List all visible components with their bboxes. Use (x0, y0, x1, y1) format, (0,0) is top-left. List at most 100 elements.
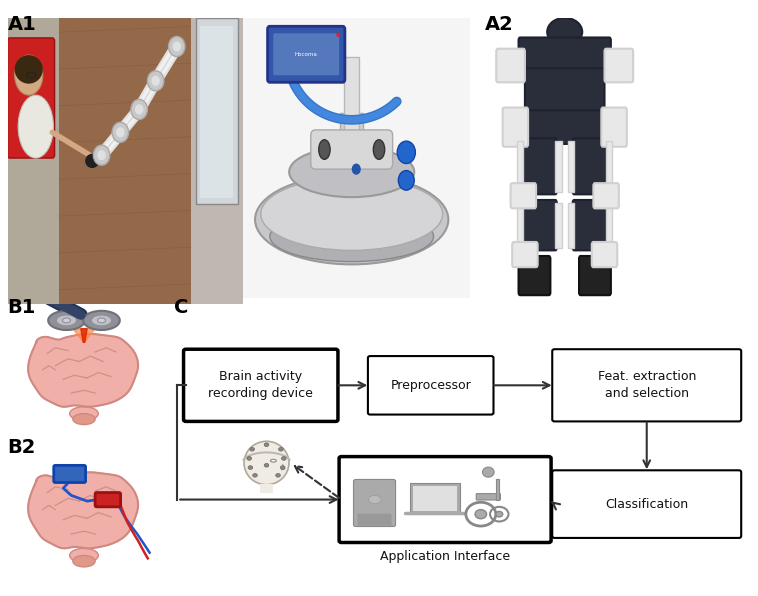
Ellipse shape (271, 460, 277, 462)
Circle shape (135, 104, 143, 114)
FancyBboxPatch shape (518, 256, 550, 295)
Bar (568, 141, 575, 191)
Bar (517, 141, 523, 191)
Circle shape (281, 457, 286, 460)
Ellipse shape (261, 178, 443, 250)
Circle shape (131, 100, 147, 119)
Circle shape (265, 443, 269, 446)
Circle shape (248, 465, 252, 470)
FancyBboxPatch shape (503, 107, 528, 147)
Ellipse shape (14, 55, 42, 83)
FancyBboxPatch shape (522, 200, 556, 250)
Ellipse shape (290, 147, 414, 197)
Ellipse shape (255, 175, 448, 265)
Circle shape (352, 163, 361, 175)
Ellipse shape (57, 316, 76, 325)
FancyBboxPatch shape (518, 38, 611, 77)
Circle shape (97, 150, 106, 160)
FancyBboxPatch shape (605, 49, 633, 82)
Circle shape (265, 464, 269, 467)
Circle shape (337, 32, 340, 37)
FancyBboxPatch shape (512, 242, 537, 267)
Bar (517, 203, 523, 247)
Ellipse shape (70, 406, 99, 421)
Circle shape (397, 141, 415, 163)
Text: A1: A1 (8, 15, 36, 34)
Ellipse shape (547, 18, 582, 46)
Text: Application Interface: Application Interface (380, 550, 510, 563)
FancyBboxPatch shape (410, 483, 460, 514)
Bar (606, 141, 612, 191)
FancyBboxPatch shape (353, 479, 396, 526)
Ellipse shape (318, 139, 330, 159)
Circle shape (173, 41, 181, 52)
FancyBboxPatch shape (368, 356, 493, 415)
Ellipse shape (270, 211, 434, 262)
Ellipse shape (14, 55, 42, 95)
FancyBboxPatch shape (573, 138, 608, 194)
FancyBboxPatch shape (311, 130, 393, 169)
Circle shape (276, 473, 280, 477)
Bar (555, 203, 562, 247)
Ellipse shape (92, 316, 111, 325)
Bar (196, 18, 238, 204)
Bar (606, 203, 612, 247)
Bar (200, 26, 233, 198)
Ellipse shape (18, 95, 53, 158)
Text: B2: B2 (8, 438, 36, 457)
Text: Hocoma: Hocoma (295, 52, 318, 57)
Text: A2: A2 (485, 15, 514, 34)
FancyBboxPatch shape (553, 349, 741, 421)
Circle shape (147, 71, 164, 91)
Bar (343, 57, 359, 135)
Text: Feat. extraction
and selection: Feat. extraction and selection (597, 370, 696, 401)
Ellipse shape (73, 555, 96, 567)
Ellipse shape (49, 311, 85, 330)
FancyBboxPatch shape (358, 514, 392, 526)
FancyBboxPatch shape (339, 457, 551, 542)
FancyBboxPatch shape (95, 492, 121, 507)
Bar (555, 141, 562, 191)
FancyBboxPatch shape (183, 349, 338, 421)
Circle shape (116, 127, 124, 138)
FancyBboxPatch shape (413, 486, 457, 511)
Bar (568, 203, 575, 247)
FancyBboxPatch shape (553, 470, 741, 538)
Text: B1: B1 (8, 298, 36, 317)
Bar (59, 18, 191, 304)
Bar (8, 18, 59, 304)
Circle shape (279, 448, 283, 451)
Bar (196, 18, 238, 204)
FancyBboxPatch shape (8, 38, 55, 158)
Text: Brain activity
recording device: Brain activity recording device (208, 370, 313, 401)
Circle shape (168, 36, 185, 57)
Circle shape (252, 473, 257, 477)
FancyBboxPatch shape (592, 242, 617, 267)
Ellipse shape (483, 467, 494, 477)
FancyBboxPatch shape (496, 49, 525, 82)
Ellipse shape (244, 441, 289, 485)
Circle shape (93, 145, 110, 165)
Circle shape (250, 448, 255, 451)
Ellipse shape (83, 311, 120, 330)
FancyBboxPatch shape (54, 465, 86, 483)
FancyBboxPatch shape (511, 183, 536, 209)
FancyBboxPatch shape (579, 256, 611, 295)
Ellipse shape (73, 414, 96, 424)
Ellipse shape (62, 318, 70, 323)
FancyBboxPatch shape (601, 107, 627, 147)
FancyBboxPatch shape (522, 138, 556, 194)
Circle shape (496, 511, 503, 517)
Text: Classification: Classification (605, 498, 688, 511)
Bar (259, 483, 274, 493)
Circle shape (112, 122, 129, 142)
Text: Preprocessor: Preprocessor (390, 379, 471, 392)
Polygon shape (28, 334, 138, 407)
Bar (496, 479, 500, 499)
Circle shape (247, 457, 252, 460)
Circle shape (475, 510, 487, 519)
Ellipse shape (85, 154, 99, 168)
Bar (191, 18, 243, 304)
FancyBboxPatch shape (573, 200, 608, 250)
Polygon shape (81, 328, 87, 342)
